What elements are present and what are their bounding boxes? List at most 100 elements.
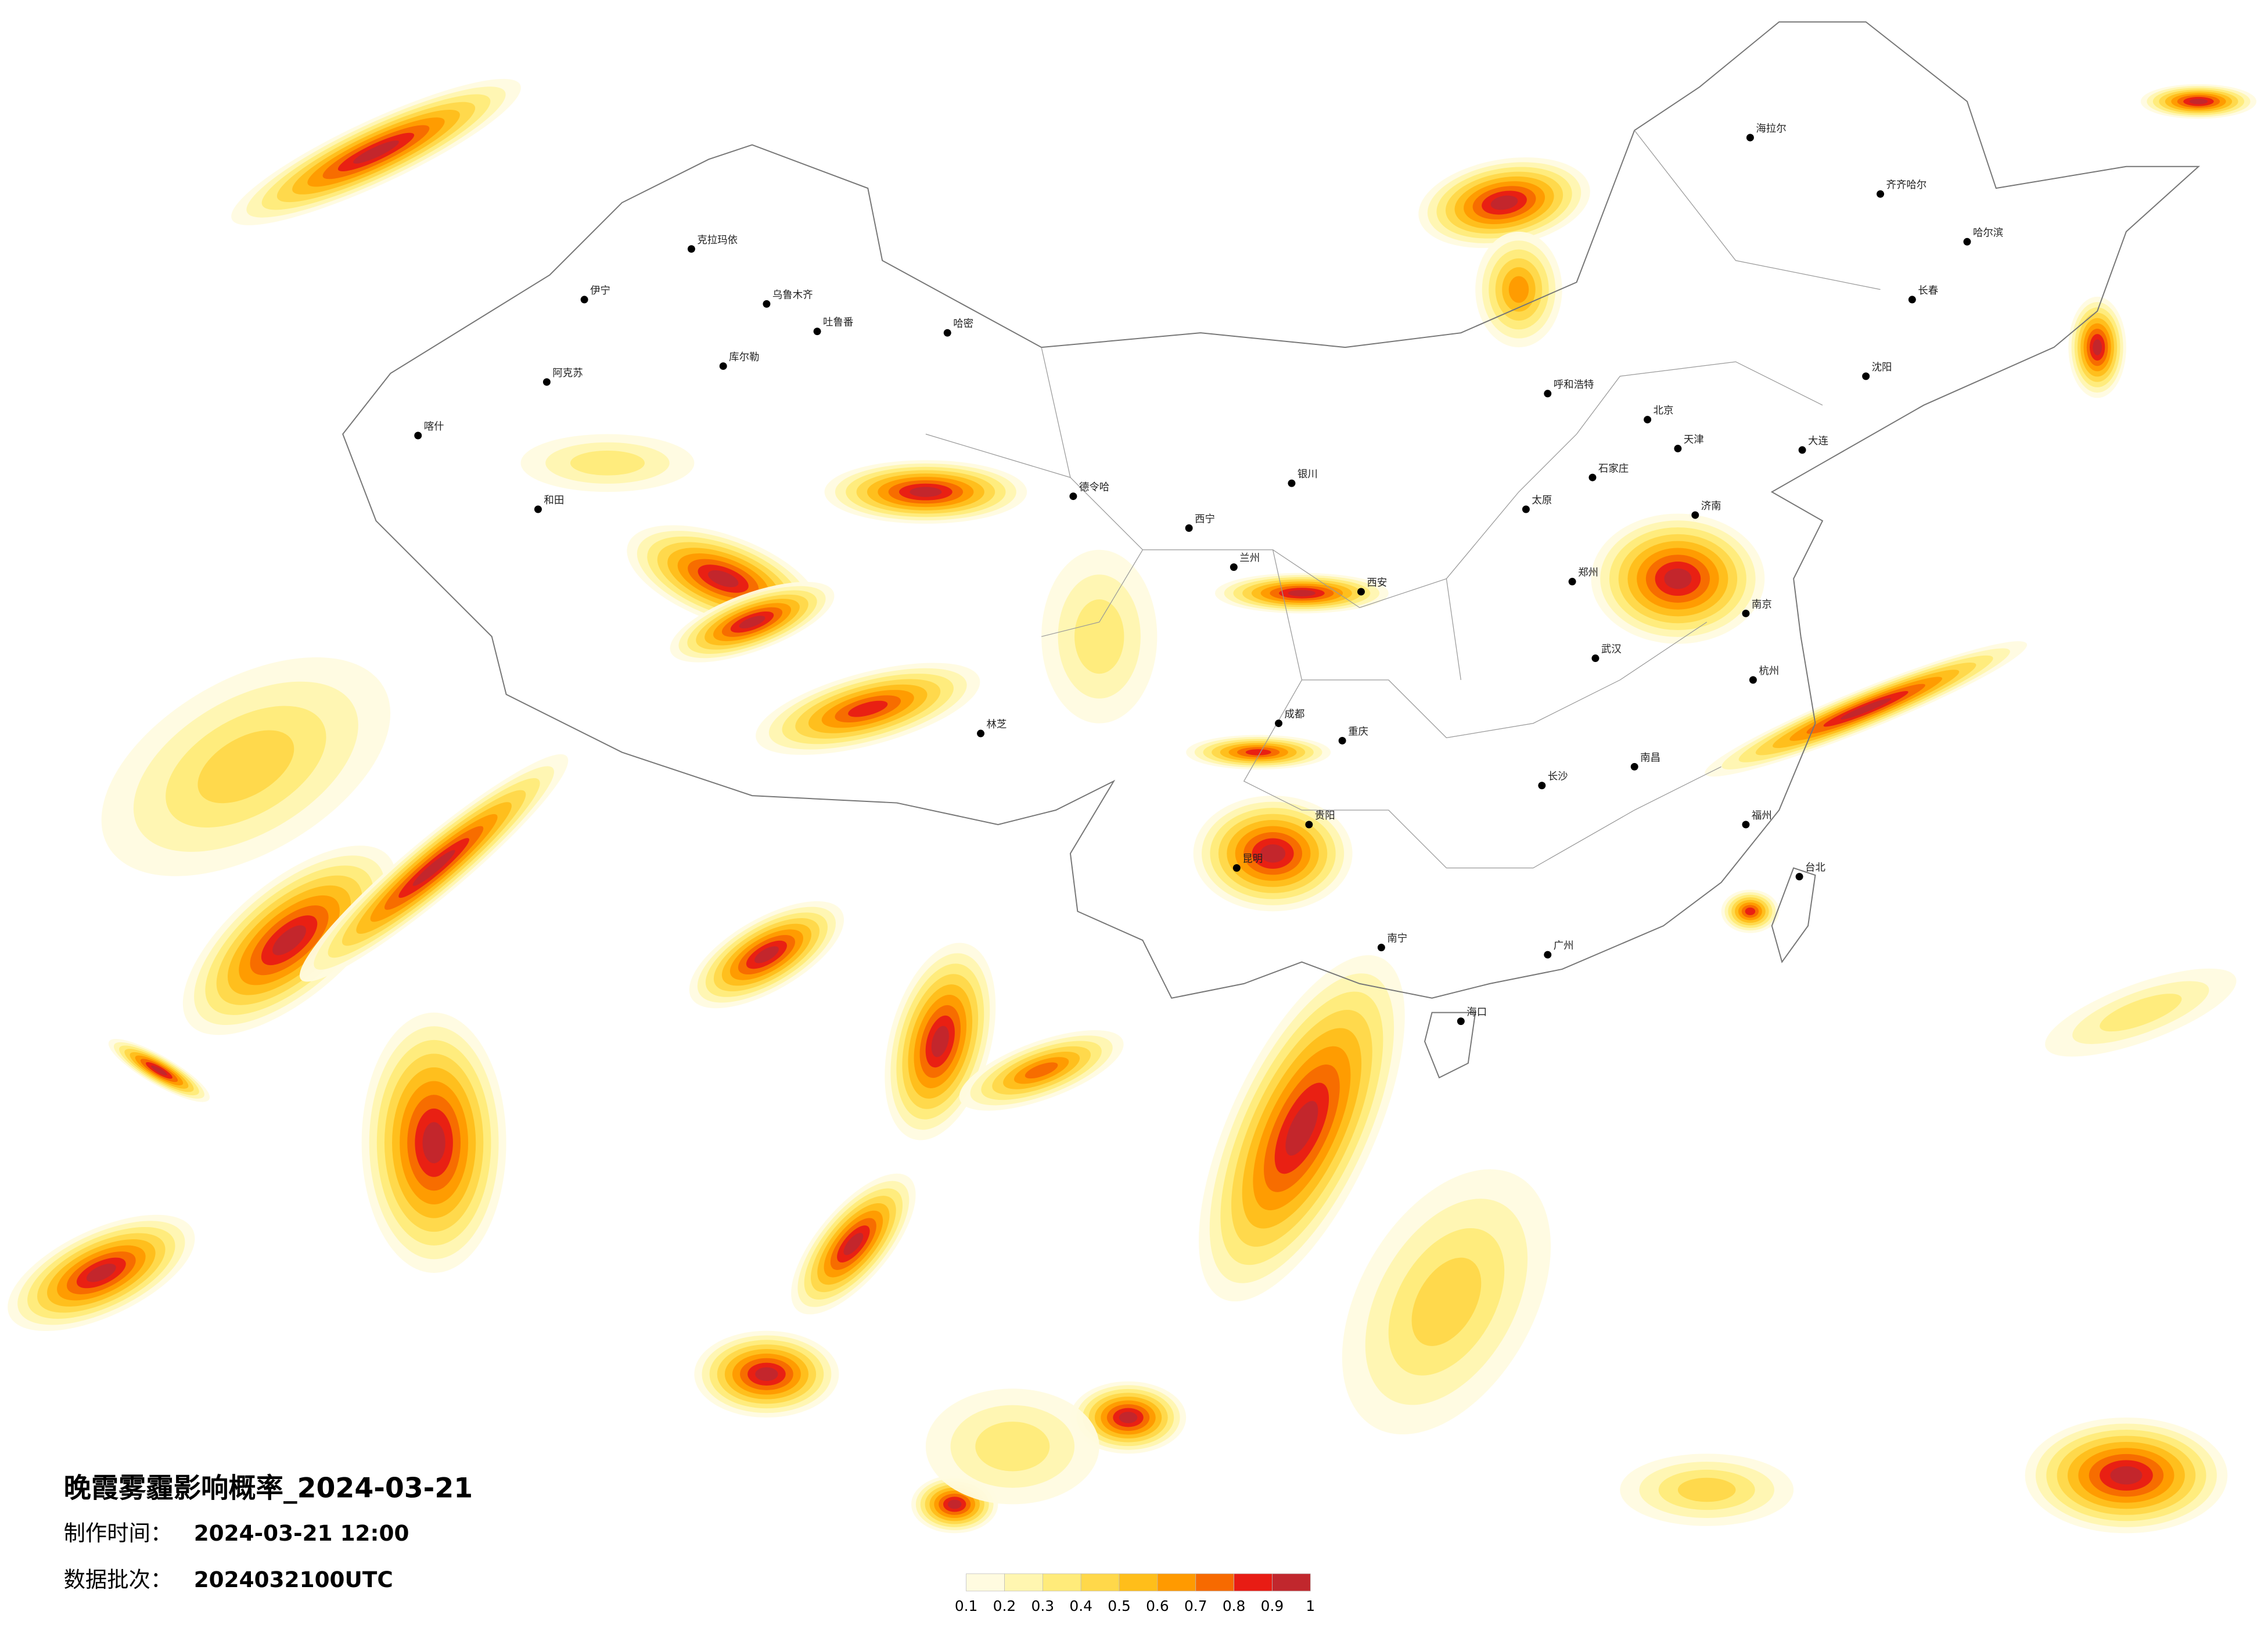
legend-tick-label: 0.1 xyxy=(955,1598,978,1614)
city-label: 北京 xyxy=(1654,405,1674,417)
legend-swatch xyxy=(1119,1573,1158,1592)
city-dot xyxy=(1591,654,1600,662)
probability-patch xyxy=(1745,907,1756,915)
city-label: 天津 xyxy=(1684,434,1704,445)
legend-swatch xyxy=(1042,1573,1081,1592)
probability-patch xyxy=(755,1367,778,1382)
probability-patch xyxy=(1677,1477,1736,1502)
city-dot xyxy=(1069,492,1077,501)
city-dot xyxy=(1288,479,1296,487)
city-dot xyxy=(1908,296,1916,304)
probability-patch xyxy=(272,925,307,955)
city-label: 银川 xyxy=(1297,469,1318,480)
city-label: 喀什 xyxy=(424,421,444,433)
city-label: 广州 xyxy=(1554,940,1574,952)
city-label: 长春 xyxy=(1918,285,1938,297)
probability-patch xyxy=(570,450,645,476)
city-label: 西安 xyxy=(1367,577,1387,589)
city-dot xyxy=(1275,720,1283,728)
city-dot xyxy=(1691,511,1699,519)
city-dot xyxy=(977,729,984,738)
city-label: 伊宁 xyxy=(590,285,610,297)
city-label: 杭州 xyxy=(1759,665,1779,677)
legend: 0.1 0.2 0.3 0.4 0.5 0.6 0.7 0.8 0.9 1 xyxy=(955,1573,1315,1614)
city-dot xyxy=(1185,524,1193,532)
legend-tick-label: 0.4 xyxy=(1069,1598,1092,1614)
probability-patch xyxy=(931,1026,949,1057)
city-label: 呼和浩特 xyxy=(1554,379,1594,391)
city-label: 重庆 xyxy=(1348,726,1368,738)
probability-patch xyxy=(708,570,739,588)
city-label: 济南 xyxy=(1701,501,1721,512)
city-label: 哈密 xyxy=(953,318,973,330)
city-dot xyxy=(1305,821,1313,829)
city-label: 齐齐哈尔 xyxy=(1886,179,1927,191)
city-dot xyxy=(1630,762,1638,771)
city-dot xyxy=(542,378,551,386)
probability-patch xyxy=(1411,1257,1482,1346)
city-dot xyxy=(1644,416,1652,424)
probability-patch xyxy=(1285,1100,1318,1156)
city-dot xyxy=(1568,578,1576,586)
city-dot xyxy=(1522,505,1530,513)
made-time-label: 制作时间： xyxy=(64,1520,172,1546)
city-label: 台北 xyxy=(1805,862,1825,874)
city-dot xyxy=(1742,609,1750,617)
city-label: 西宁 xyxy=(1195,513,1215,525)
city-dot xyxy=(1742,821,1750,829)
city-dot xyxy=(1798,446,1806,454)
city-label: 阿克苏 xyxy=(552,368,583,379)
legend-tick-label: 0.5 xyxy=(1108,1598,1131,1614)
probability-patch xyxy=(739,616,765,629)
probability-patch xyxy=(2100,994,2182,1032)
city-dot xyxy=(719,362,727,370)
probability-patch xyxy=(2093,339,2102,355)
city-dot xyxy=(1544,390,1552,398)
city-label: 海口 xyxy=(1467,1007,1487,1019)
city-dot xyxy=(1746,134,1754,142)
probability-patch xyxy=(754,946,779,963)
legend-tick-label: 0.2 xyxy=(993,1598,1016,1614)
city-label: 长沙 xyxy=(1548,771,1568,783)
city-label: 武汉 xyxy=(1601,644,1622,656)
city-dot xyxy=(1357,588,1365,596)
probability-patch xyxy=(1245,749,1271,756)
probability-patch xyxy=(2110,1466,2143,1485)
city-dot xyxy=(1544,951,1552,959)
city-dot xyxy=(1862,372,1870,380)
city-dot xyxy=(1230,563,1238,571)
city-dot xyxy=(1963,238,1971,246)
probability-patch xyxy=(86,1264,116,1282)
legend-swatch xyxy=(1157,1573,1196,1592)
city-dot xyxy=(414,431,422,440)
legend-swatch xyxy=(1080,1573,1120,1592)
probability-patch xyxy=(975,1422,1050,1472)
city-dot xyxy=(763,300,771,308)
city-dot xyxy=(1338,737,1346,744)
probability-patch xyxy=(353,140,399,164)
map-title: 晚霞雾霾影响概率_2024-03-21 xyxy=(64,1473,473,1505)
city-label: 大连 xyxy=(1808,436,1828,447)
city-label: 太原 xyxy=(1532,495,1552,506)
city-label: 福州 xyxy=(1752,810,1772,822)
city-label: 哈尔滨 xyxy=(1973,227,2003,239)
city-label: 克拉玛依 xyxy=(697,235,738,246)
probability-patch xyxy=(1840,698,1892,720)
city-dot xyxy=(813,328,821,336)
probability-patch xyxy=(1025,1062,1058,1079)
legend-tick-label: 0.6 xyxy=(1146,1598,1169,1614)
legend-tick-label: 1 xyxy=(1306,1598,1315,1614)
city-dot xyxy=(1749,676,1757,684)
city-dot xyxy=(943,329,951,337)
province-borders xyxy=(925,130,1881,869)
legend-swatch xyxy=(1004,1573,1043,1592)
city-dot xyxy=(534,505,542,513)
batch-value: 2024032100UTC xyxy=(194,1567,393,1592)
probability-patch xyxy=(422,1122,445,1164)
city-label: 海拉尔 xyxy=(1756,123,1786,135)
city-dot xyxy=(1538,782,1546,790)
legend-swatch xyxy=(1272,1573,1311,1592)
probability-patch xyxy=(1074,599,1124,674)
